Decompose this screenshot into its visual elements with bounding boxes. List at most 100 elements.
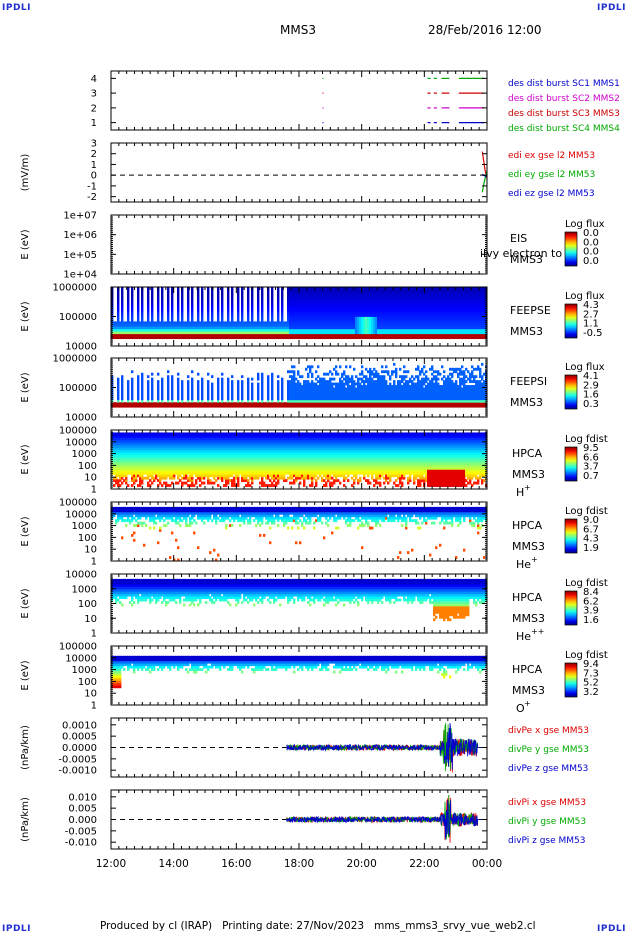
spectrogram-cell <box>309 289 312 293</box>
spectrogram-cell <box>221 394 224 398</box>
spectrogram-cell <box>393 318 396 322</box>
spectrogram-cell <box>299 314 302 317</box>
spectrogram-cell <box>309 331 312 335</box>
spectrogram-cell <box>393 314 396 317</box>
spectrogram-cell <box>237 301 240 305</box>
spectrogram-cell <box>201 296 204 300</box>
spectrogram-cell <box>439 336 442 340</box>
spectrogram-cell <box>187 397 190 401</box>
spectrogram-cell <box>281 377 284 381</box>
spectrogram-cell <box>197 318 200 322</box>
spectrogram-cell <box>281 299 284 303</box>
spectrogram-cell <box>409 336 412 340</box>
spectrogram-cell <box>405 309 408 312</box>
spectrogram-cell <box>417 331 420 335</box>
spectrogram-cell <box>399 289 402 293</box>
spectrogram-cell <box>195 323 198 327</box>
spectrogram-cell <box>413 287 416 290</box>
spectrogram-cell <box>261 309 264 312</box>
spectrogram-cell <box>435 301 438 305</box>
spectrogram-cell <box>435 309 438 312</box>
spectrogram-cell <box>137 301 140 305</box>
spectrogram-cell <box>395 289 398 293</box>
spectrogram-cell <box>383 314 386 317</box>
spectrogram-cell <box>147 389 150 393</box>
spectrogram-cell <box>323 314 326 317</box>
spectrogram-cell <box>415 318 418 322</box>
spectrogram-cell <box>131 311 134 315</box>
spectrogram-cell <box>127 331 130 335</box>
spectrogram-cell <box>381 314 384 317</box>
spectrogram-cell <box>319 336 322 340</box>
spectrogram-cell <box>321 296 324 300</box>
spectrogram-cell <box>405 333 408 337</box>
spectrogram-cell <box>121 294 124 298</box>
spectrogram-cell <box>339 336 342 340</box>
spectrogram-cell <box>291 289 294 293</box>
spectrogram-cell <box>399 309 402 312</box>
spectrogram-cell <box>161 291 164 295</box>
spectrogram-cell <box>161 306 164 310</box>
spectrogram-cell <box>433 309 436 312</box>
colorbar <box>564 231 578 267</box>
spectrogram-cell <box>211 309 214 312</box>
spectrogram-cell <box>307 309 310 312</box>
spectrogram-cell <box>351 304 354 308</box>
spectrogram-cell <box>127 304 130 308</box>
spectrogram-cell <box>377 326 380 330</box>
spectrogram-cell <box>361 311 364 315</box>
spectrogram-cell <box>117 331 120 335</box>
spectrogram-cell <box>383 326 386 330</box>
spectrogram-cell <box>181 389 184 393</box>
spectrogram-cell <box>117 382 120 386</box>
spectrogram-cell <box>267 289 270 293</box>
spectrogram-cell <box>429 294 432 298</box>
spectrogram-cell <box>271 399 274 403</box>
spectrogram-cell <box>383 331 386 335</box>
spectrogram-cell <box>211 318 214 322</box>
spectrogram-cell <box>241 399 244 403</box>
spectrogram-cell <box>321 306 324 310</box>
spectrogram-cell <box>201 287 204 290</box>
spectrogram-cell <box>157 389 160 393</box>
spectrogram-cell <box>117 311 120 315</box>
spectrogram-cell <box>237 399 240 403</box>
legend-entry: des dist burst SC1 MMS1 <box>508 79 620 89</box>
spectrogram-cell <box>181 394 184 398</box>
spectrogram-cell <box>301 321 304 325</box>
spectrogram-cell <box>289 314 292 317</box>
spectrogram-cell <box>247 399 250 403</box>
spectrogram-cell <box>285 331 288 335</box>
spectrogram-cell <box>421 291 424 295</box>
spectrogram-cell <box>267 387 270 391</box>
spectrogram-cell <box>247 301 250 305</box>
spectrogram-cell <box>315 287 318 290</box>
spectrogram-cell <box>127 323 130 327</box>
spectrogram-cell <box>231 389 234 393</box>
spectrogram-cell <box>293 370 296 374</box>
spectrogram-cell <box>331 299 334 303</box>
spectrogram-cell <box>423 306 426 310</box>
spectrogram-cell <box>271 333 274 337</box>
spectrogram-cell <box>415 328 418 332</box>
spectrogram-cell <box>247 385 250 388</box>
spectrogram-cell <box>159 321 162 325</box>
spectrogram-cell <box>295 294 298 298</box>
spectrogram-cell <box>421 328 424 332</box>
spectrogram-cell <box>297 316 300 320</box>
spectrogram-cell <box>225 326 228 330</box>
spectrogram-cell <box>133 323 136 327</box>
spectrogram-cell <box>355 326 358 330</box>
spectrogram-cell <box>407 336 410 340</box>
spectrogram-cell <box>227 309 230 312</box>
spectrogram-cell <box>439 333 442 337</box>
spectrogram-cell <box>279 331 282 335</box>
spectrogram-cell <box>131 301 134 305</box>
spectrogram-cell <box>385 299 388 303</box>
spectrogram-cell <box>267 392 270 396</box>
spectrogram-cell <box>145 323 148 327</box>
spectrogram-cell <box>437 296 440 300</box>
spectrogram-cell <box>307 328 310 332</box>
spectrogram-cell <box>187 304 190 308</box>
